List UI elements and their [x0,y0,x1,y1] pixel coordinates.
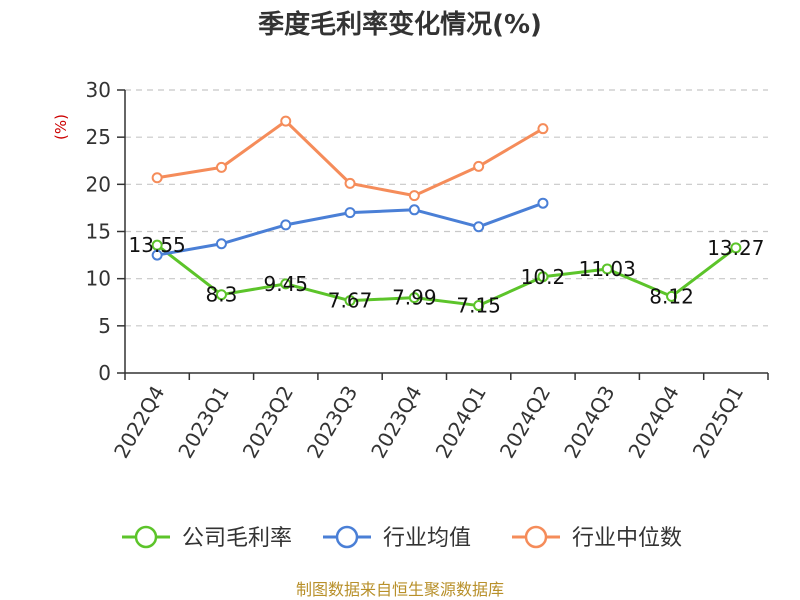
data-label: 11.03 [579,257,636,281]
data-label: 10.2 [521,265,566,289]
data-point [730,242,742,254]
y-tick-labels: 0 5 10 15 20 25 30 [86,78,111,385]
data-point [215,238,227,250]
grid-lines [125,89,768,327]
legend-marker [335,525,359,549]
y-unit-label: (%) [52,114,70,140]
legend-item: 行业均值 [323,525,471,551]
chart-title: 季度毛利率变化情况(%) [258,9,542,40]
legend: 公司毛利率 行业均值 行业中位数 [122,525,682,551]
data-point [151,172,163,184]
data-labels: 13.55 8.3 9.45 7.67 7.99 7.15 10.2 11.03 8.12 13.… [129,233,765,317]
data-point [473,300,485,312]
data-point [473,160,485,172]
y-tick-label: 25 [86,125,111,149]
y-tick-label: 5 [98,314,111,338]
x-tick-label: 2024Q4 [623,382,683,463]
x-tick-label: 2023Q2 [238,382,298,463]
source-note: 制图数据来自恒生聚源数据库 [296,580,504,599]
x-tick-label: 2023Q3 [302,382,362,463]
data-point [215,289,227,301]
data-point [344,177,356,189]
x-tick-label: 2023Q4 [366,382,426,463]
data-point [151,249,163,261]
data-point [408,292,420,304]
y-tick-label: 15 [86,220,111,244]
x-tick-label: 2024Q2 [495,382,555,463]
data-point [537,123,549,135]
data-point [408,204,420,216]
x-tick-label: 2025Q1 [688,382,748,463]
x-tick-label: 2023Q1 [173,382,233,463]
data-point [280,115,292,127]
x-tick-label: 2024Q3 [559,382,619,463]
y-tick-label: 0 [98,361,111,385]
data-point [215,161,227,173]
y-tick-label: 20 [86,172,111,196]
data-label: 7.67 [328,289,373,313]
data-point [344,207,356,219]
legend-item: 行业中位数 [512,525,682,551]
data-label: 7.99 [392,286,437,310]
data-point [473,221,485,233]
legend-label: 公司毛利率 [182,526,292,551]
series-lines [151,115,742,312]
x-tick-labels: 2022Q4 2023Q1 2023Q2 2023Q3 2023Q4 2024Q1 2024… [109,382,748,463]
legend-label: 行业中位数 [572,526,682,551]
legend-label: 行业均值 [383,526,471,551]
series-line [156,243,737,308]
data-label: 7.15 [456,294,501,318]
data-point [537,197,549,209]
data-label: 9.45 [263,272,308,296]
data-point [666,290,678,302]
y-tick-label: 10 [86,267,111,291]
data-point [280,219,292,231]
data-point [408,190,420,202]
legend-item: 公司毛利率 [122,525,292,551]
data-label: 8.3 [206,283,238,307]
y-tick-label: 30 [86,78,111,102]
x-tick-label: 2024Q1 [431,382,491,463]
legend-marker [524,525,548,549]
axes [117,89,769,380]
data-point [344,295,356,307]
data-point [601,263,613,275]
legend-marker [134,525,158,549]
data-label: 13.27 [707,236,764,260]
data-point [280,278,292,290]
data-label: 8.12 [649,284,694,308]
data-label: 13.55 [129,233,186,257]
data-point [537,271,549,283]
x-tick-label: 2022Q4 [109,382,169,463]
